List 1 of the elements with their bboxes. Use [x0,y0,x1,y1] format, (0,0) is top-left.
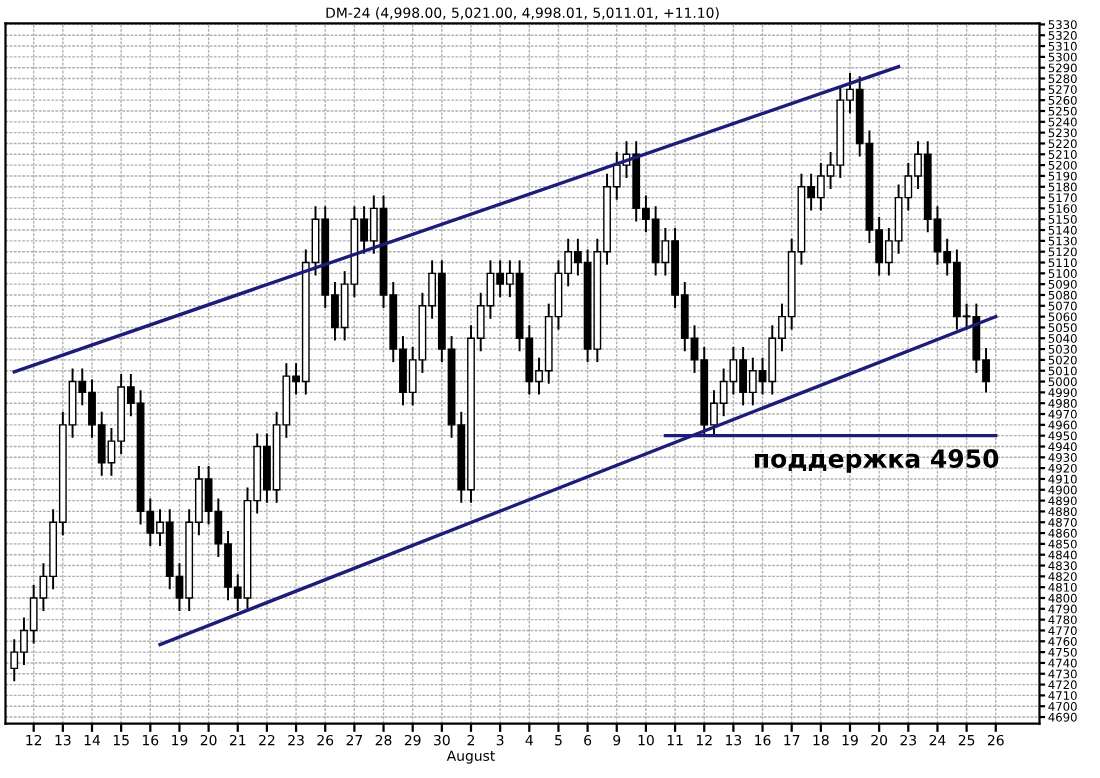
series-label: поддержка 4950 [754,449,999,473]
